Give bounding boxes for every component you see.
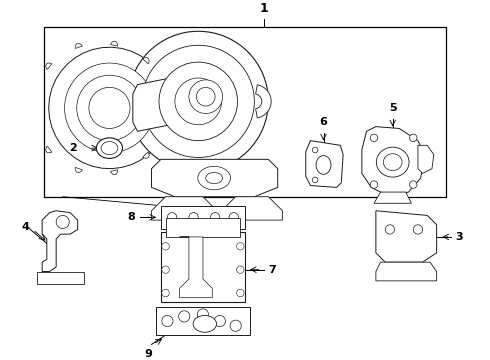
Circle shape (385, 225, 394, 234)
Bar (156, 307, 250, 335)
Polygon shape (49, 47, 170, 168)
Ellipse shape (206, 172, 222, 184)
Polygon shape (37, 271, 84, 284)
Ellipse shape (101, 141, 118, 155)
Circle shape (370, 134, 378, 141)
Polygon shape (256, 85, 271, 118)
Circle shape (196, 87, 215, 106)
Polygon shape (46, 146, 52, 153)
Polygon shape (221, 197, 282, 220)
Circle shape (77, 75, 142, 141)
Circle shape (162, 243, 169, 250)
Polygon shape (110, 170, 118, 175)
Polygon shape (42, 211, 78, 271)
Text: 8: 8 (127, 212, 135, 222)
Circle shape (410, 181, 417, 188)
Circle shape (229, 213, 239, 222)
Circle shape (142, 45, 254, 157)
Polygon shape (75, 43, 82, 49)
Text: 9: 9 (145, 349, 153, 359)
Circle shape (65, 63, 154, 153)
Polygon shape (163, 87, 168, 94)
Polygon shape (163, 122, 168, 129)
Polygon shape (376, 262, 437, 281)
Text: 5: 5 (389, 103, 396, 113)
Circle shape (237, 289, 244, 297)
Circle shape (370, 181, 378, 188)
Circle shape (128, 31, 269, 171)
Bar (44, 27, 446, 197)
Circle shape (214, 315, 225, 327)
Polygon shape (179, 237, 212, 298)
Polygon shape (143, 58, 149, 64)
Polygon shape (75, 167, 82, 173)
Text: 6: 6 (319, 117, 327, 127)
Polygon shape (374, 192, 412, 203)
Circle shape (312, 177, 318, 183)
Circle shape (179, 311, 190, 322)
Ellipse shape (193, 315, 217, 332)
Circle shape (168, 213, 177, 222)
Ellipse shape (97, 138, 122, 158)
Ellipse shape (316, 156, 331, 174)
Bar (161, 206, 245, 229)
Polygon shape (306, 141, 343, 188)
Circle shape (189, 80, 222, 113)
Polygon shape (151, 197, 217, 220)
Circle shape (175, 78, 221, 125)
Bar (161, 232, 245, 302)
Text: 1: 1 (259, 3, 268, 15)
Polygon shape (418, 145, 434, 174)
Ellipse shape (198, 166, 230, 190)
Polygon shape (376, 211, 437, 262)
Bar (166, 218, 240, 237)
Circle shape (162, 266, 169, 273)
Circle shape (89, 87, 130, 129)
Polygon shape (362, 127, 424, 197)
Circle shape (413, 225, 422, 234)
Circle shape (162, 315, 173, 327)
Circle shape (237, 243, 244, 250)
Circle shape (230, 320, 241, 331)
Circle shape (159, 62, 238, 141)
Polygon shape (110, 41, 118, 46)
Polygon shape (133, 78, 179, 131)
Polygon shape (151, 159, 278, 197)
Circle shape (237, 266, 244, 273)
Circle shape (189, 213, 198, 222)
Circle shape (210, 213, 220, 222)
Circle shape (410, 134, 417, 141)
Text: 7: 7 (269, 265, 276, 275)
Text: 3: 3 (455, 232, 463, 242)
Circle shape (197, 309, 209, 320)
Circle shape (56, 215, 69, 229)
Polygon shape (143, 152, 149, 158)
Text: 4: 4 (22, 222, 29, 231)
Polygon shape (46, 63, 52, 69)
Circle shape (162, 289, 169, 297)
Text: 2: 2 (69, 143, 77, 153)
Ellipse shape (383, 154, 402, 171)
Ellipse shape (376, 147, 409, 177)
Circle shape (312, 147, 318, 153)
